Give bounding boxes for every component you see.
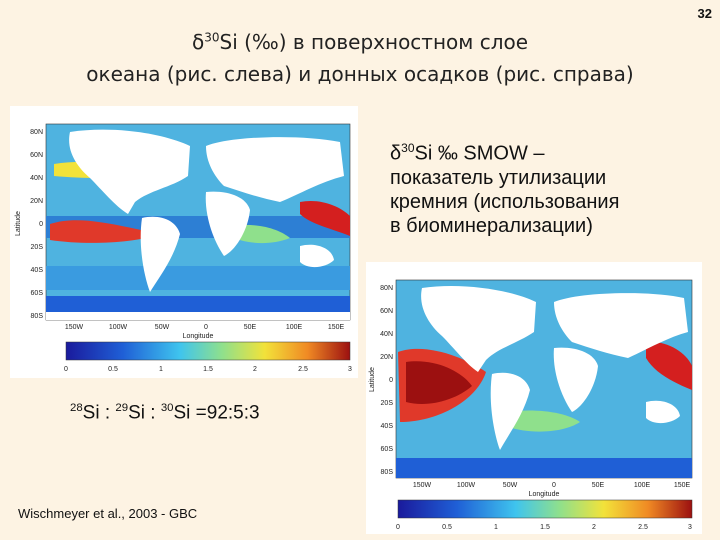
antarctica (46, 312, 350, 320)
west-pacific-high (646, 341, 692, 390)
colorbar-tick: 0.5 (442, 524, 452, 531)
australia (300, 244, 334, 268)
eq-pacific-high-west (300, 200, 350, 236)
lat-tick: 60S (381, 446, 394, 453)
lon-tick: 100E (286, 324, 303, 331)
colorbar-tick: 2.5 (638, 524, 648, 531)
southern-band (396, 458, 692, 478)
colorbar-tick: 1 (494, 524, 498, 531)
colorbar-tick: 1.5 (540, 524, 550, 531)
colorbar-tick: 2 (592, 524, 596, 531)
south-america (490, 372, 530, 450)
eq-pacific-high-east (50, 220, 160, 243)
lon-tick: 150W (65, 324, 84, 331)
slide-number: 32 (697, 6, 712, 21)
lat-tick: 0 (39, 221, 43, 228)
lon-tick: 0 (552, 482, 556, 489)
caption-line4: в биоминерализации) (390, 214, 593, 237)
colorbar-tick: 2 (253, 366, 257, 373)
sediment-map: 80N 60N 40N 20N 0 20S 40S 60S 80S Latitu… (366, 262, 702, 534)
colorbar-tick: 1 (159, 366, 163, 373)
africa (205, 191, 250, 256)
lon-tick: 150E (674, 482, 691, 489)
colorbar-tick-labels: 0 0.5 1 1.5 2 2.5 3 (64, 366, 352, 373)
lon-tick: 150W (413, 482, 432, 489)
y-axis-label: Latitude (369, 367, 376, 392)
lat-tick: 40S (31, 267, 44, 274)
lat-tick: 20S (31, 244, 44, 251)
colorbar (65, 341, 351, 361)
lon-tick: 100W (109, 324, 128, 331)
colorbar-tick: 2.5 (298, 366, 308, 373)
lat-tick: 0 (389, 377, 393, 384)
caption-block: δ30Si ‰ SMOW – показатель утилизации кре… (390, 136, 710, 238)
atlantic-band (506, 410, 580, 432)
caption-line2: показатель утилизации (390, 166, 607, 189)
lat-tick: 40N (30, 175, 43, 182)
x-axis-label: Longitude (183, 333, 214, 340)
lon-tick: 150E (328, 324, 345, 331)
colorbar-tick: 0 (64, 366, 68, 373)
slide-title-line1: δ30Si (‰) в поверхностном слое (191, 30, 529, 54)
caption-line3: кремния (использования (390, 190, 620, 213)
lon-tick: 50E (592, 482, 605, 489)
north-america (421, 285, 536, 372)
colorbar-tick: 1.5 (203, 366, 213, 373)
eurasia (554, 293, 688, 358)
lat-tick: 80S (381, 469, 394, 476)
lat-tick: 80N (30, 129, 43, 136)
isotope-ratio: 28Si : 29Si : 30Si =92:5:3 (70, 402, 260, 424)
colorbar-tick: 3 (348, 366, 352, 373)
lat-tick-labels: 80N 60N 40N 20N 0 20S 40S 60S 80S (30, 129, 43, 320)
x-axis-label: Longitude (529, 491, 560, 498)
surface-ocean-map: 80N 60N 40N 20N 0 20S 40S 60S 80S Latitu… (10, 106, 358, 378)
lat-tick: 40N (380, 331, 393, 338)
sediment-map-svg: 80N 60N 40N 20N 0 20S 40S 60S 80S Latitu… (369, 279, 693, 531)
lat-tick: 60N (30, 152, 43, 159)
colorbar-tick: 0 (396, 524, 400, 531)
lon-tick: 0 (204, 324, 208, 331)
lat-tick: 20N (380, 354, 393, 361)
colorbar-tick-labels: 0 0.5 1 1.5 2 2.5 3 (396, 524, 692, 531)
lon-tick: 100E (634, 482, 651, 489)
lat-tick: 20S (381, 400, 394, 407)
lon-tick: 50W (155, 324, 170, 331)
pacific-core (406, 361, 472, 405)
caption-line1: δ30Si ‰ SMOW – (390, 141, 545, 165)
lon-tick: 100W (457, 482, 476, 489)
lat-tick: 80N (380, 285, 393, 292)
lon-tick: 50E (244, 324, 257, 331)
north-america (69, 129, 190, 214)
lon-tick-labels: 150W 100W 50W 0 50E 100E 150E (413, 482, 691, 489)
africa (553, 347, 598, 412)
lon-tick-labels: 150W 100W 50W 0 50E 100E 150E (65, 324, 345, 331)
lon-tick: 50W (503, 482, 518, 489)
lat-tick: 60N (380, 308, 393, 315)
lat-tick: 40S (381, 423, 394, 430)
lat-tick-labels: 80N 60N 40N 20N 0 20S 40S 60S 80S (380, 285, 393, 476)
colorbar-tick: 0.5 (108, 366, 118, 373)
australia (646, 400, 680, 424)
surface-ocean-map-svg: 80N 60N 40N 20N 0 20S 40S 60S 80S Latitu… (15, 123, 352, 373)
slide-title-line2: океана (рис. слева) и донных осадков (ри… (86, 62, 634, 86)
colorbar-tick: 3 (688, 524, 692, 531)
y-axis-label: Latitude (15, 211, 22, 236)
lat-tick: 20N (30, 198, 43, 205)
lat-tick: 80S (31, 313, 44, 320)
colorbar (397, 499, 693, 519)
citation: Wischmeyer et al., 2003 - GBC (18, 506, 198, 521)
lat-tick: 60S (31, 290, 44, 297)
eurasia (206, 137, 344, 202)
south-america (140, 216, 180, 292)
